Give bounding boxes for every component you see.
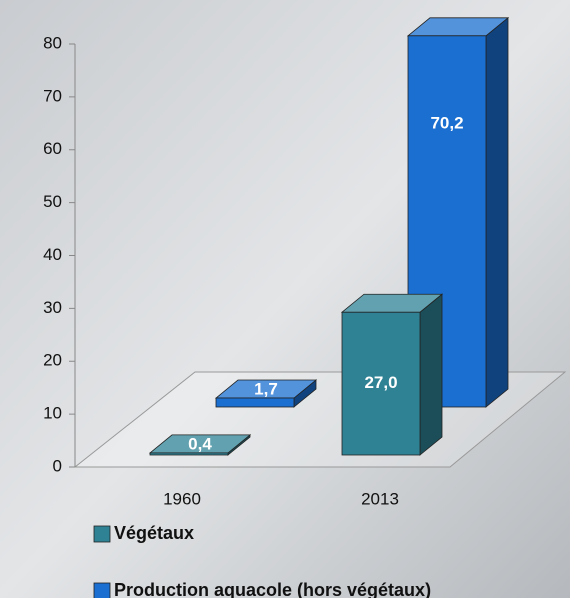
x-tick-label: 2013 xyxy=(361,489,399,508)
legend-swatch xyxy=(94,583,110,598)
legend-label: Végétaux xyxy=(114,523,194,543)
chart: 0 10 20 30 40 50 60 70 80 1960 2013 1,7 70,2 0,4 27,0 V… xyxy=(0,0,570,598)
value-label: 1,7 xyxy=(254,379,278,398)
y-tick-label: 70 xyxy=(43,86,62,105)
value-label: 70,2 xyxy=(430,113,463,132)
legend-label: Production aquacole (hors végétaux) xyxy=(114,580,431,598)
bar xyxy=(216,398,294,407)
value-label: 27,0 xyxy=(364,373,397,392)
y-tick-label: 80 xyxy=(43,33,62,52)
y-tick-label: 20 xyxy=(43,351,62,370)
x-tick-label: 1960 xyxy=(163,489,201,508)
legend-swatch xyxy=(94,526,110,542)
y-tick-label: 10 xyxy=(43,404,62,423)
bar-side xyxy=(486,18,508,407)
y-tick-label: 60 xyxy=(43,139,62,158)
y-tick-label: 30 xyxy=(43,298,62,317)
bar-side xyxy=(420,294,442,455)
value-label: 0,4 xyxy=(188,434,212,453)
y-tick-label: 0 xyxy=(53,456,62,475)
y-tick-label: 50 xyxy=(43,192,62,211)
y-tick-label: 40 xyxy=(43,245,62,264)
